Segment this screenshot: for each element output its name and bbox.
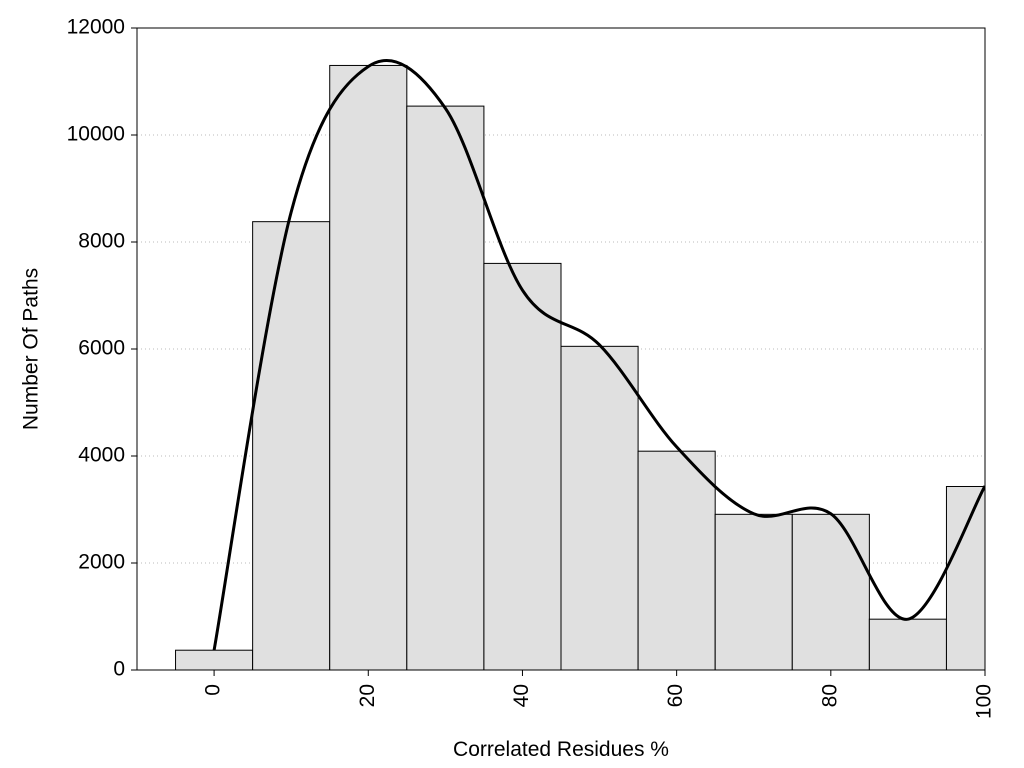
x-tick-label: 20 — [356, 684, 379, 707]
y-tick-label: 2000 — [78, 551, 125, 574]
x-tick-label: 40 — [510, 684, 533, 707]
bar — [945, 485, 985, 670]
bar — [637, 450, 716, 670]
y-tick-label: 0 — [113, 658, 125, 681]
x-tick-label: 0 — [202, 684, 225, 696]
y-axis-label: Number Of Paths — [20, 268, 43, 430]
bar — [868, 618, 947, 670]
y-tick-label: 4000 — [78, 444, 125, 467]
bar — [406, 105, 485, 670]
y-tick-label: 6000 — [78, 337, 125, 360]
x-axis-label: Correlated Residues % — [453, 738, 669, 761]
bar — [175, 649, 254, 670]
bar — [483, 262, 562, 670]
bar — [329, 64, 408, 670]
density-curve — [212, 59, 985, 651]
bar — [714, 513, 793, 670]
bar — [252, 221, 331, 670]
bar — [560, 345, 639, 670]
y-tick-label: 12000 — [67, 16, 125, 39]
bar — [791, 513, 870, 670]
x-tick-label: 60 — [664, 684, 687, 707]
x-tick-label: 80 — [818, 684, 841, 707]
y-tick-label: 8000 — [78, 230, 125, 253]
x-tick-label: 100 — [973, 684, 996, 719]
y-tick-label: 10000 — [67, 123, 125, 146]
